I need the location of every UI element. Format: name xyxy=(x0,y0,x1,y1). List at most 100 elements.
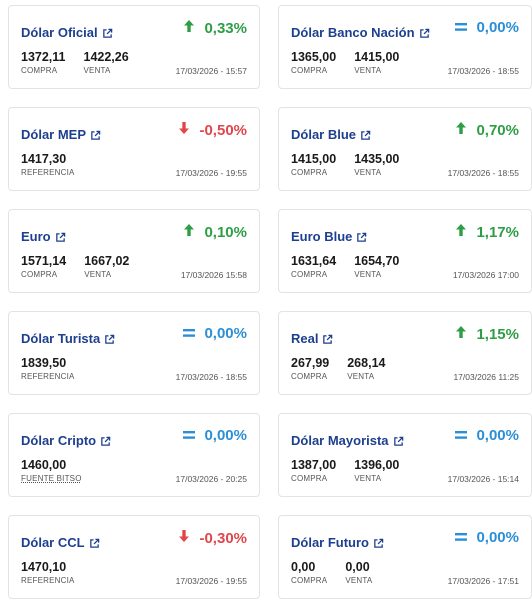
quote-value: 1667,02 VENTA xyxy=(84,254,129,279)
external-link-icon[interactable] xyxy=(393,435,404,446)
quote-value: 1422,26 VENTA xyxy=(84,50,129,75)
quote-title: Dólar Banco Nación xyxy=(291,25,415,40)
quote-number: 268,14 xyxy=(347,356,386,370)
quote-timestamp: 17/03/2026 - 20:25 xyxy=(175,474,247,484)
variation-value: -0,50% xyxy=(199,121,247,139)
quote-timestamp: 17/03/2026 - 18:55 xyxy=(447,66,519,76)
variation: 1,17% xyxy=(455,223,519,241)
variation-value: 0,10% xyxy=(204,223,247,241)
quote-card[interactable]: Dólar Futuro 0,00% 0,00 COMPRA 0,00 VENTA 17/0… xyxy=(278,515,532,599)
quote-title-link-dolar-mep[interactable]: Dólar MEP xyxy=(21,127,101,142)
quote-number: 1571,14 xyxy=(21,254,67,268)
quote-title-link-dolar-blue[interactable]: Dólar Blue xyxy=(291,127,371,142)
quote-title: Dólar Blue xyxy=(291,127,357,142)
quote-card[interactable]: Dólar CCL -0,30% 1470,10 REFERENCIA 17/03/20… xyxy=(8,515,260,599)
quote-value: 1839,50 REFERENCIA xyxy=(21,356,75,381)
quote-value: 1460,00 FUENTE BITSO xyxy=(21,458,82,483)
quote-value: 1415,00 COMPRA xyxy=(291,152,336,177)
quote-value: 1387,00 COMPRA xyxy=(291,458,336,483)
quote-number: 1667,02 xyxy=(84,254,130,268)
variation: 0,00% xyxy=(183,427,247,444)
arrow-down-icon xyxy=(178,529,190,547)
quote-values: 1417,30 REFERENCIA xyxy=(21,152,75,177)
quote-value: 1631,64 COMPRA xyxy=(291,254,336,279)
quote-values: 1365,00 COMPRA 1415,00 VENTA xyxy=(291,50,399,75)
variation: -0,50% xyxy=(178,121,247,139)
quote-timestamp: 17/03/2026 - 18:55 xyxy=(175,372,247,382)
quote-title-link-dolar-turista[interactable]: Dólar Turista xyxy=(21,331,115,346)
quote-card[interactable]: Dólar Oficial 0,33% 1372,11 COMPRA 1422,26 VE… xyxy=(8,5,260,89)
quote-card[interactable]: Dólar MEP -0,50% 1417,30 REFERENCIA 17/03/20… xyxy=(8,107,260,191)
variation-value: 0,00% xyxy=(476,19,519,36)
quote-card[interactable]: Euro 0,10% 1571,14 COMPRA 1667,02 VENTA 17/03/… xyxy=(8,209,260,293)
quote-title-link-dolar-banco-nacion[interactable]: Dólar Banco Nación xyxy=(291,25,430,40)
quote-label: COMPRA xyxy=(291,66,328,75)
variation-value: 0,00% xyxy=(476,529,519,546)
arrow-up-icon xyxy=(455,121,467,139)
quote-label: COMPRA xyxy=(291,168,328,177)
external-link-icon[interactable] xyxy=(104,333,115,344)
external-link-icon[interactable] xyxy=(356,231,367,242)
quote-value: 1365,00 COMPRA xyxy=(291,50,336,75)
arrow-down-icon xyxy=(178,121,190,139)
quote-title-link-dolar-mayorista[interactable]: Dólar Mayorista xyxy=(291,433,404,448)
quote-title-link-euro-blue[interactable]: Euro Blue xyxy=(291,229,367,244)
quote-title: Euro Blue xyxy=(291,229,353,244)
quote-value: 1372,11 COMPRA xyxy=(21,50,66,75)
quote-values: 0,00 COMPRA 0,00 VENTA xyxy=(291,560,372,585)
arrow-up-icon xyxy=(183,223,195,241)
quote-title: Dólar Oficial xyxy=(21,25,98,40)
quote-number: 1631,64 xyxy=(291,254,337,268)
quote-card[interactable]: Dólar Banco Nación 0,00% 1365,00 COMPRA 1415… xyxy=(278,5,532,89)
quote-value: 1435,00 VENTA xyxy=(354,152,399,177)
quote-title: Dólar CCL xyxy=(21,535,85,550)
quote-number: 0,00 xyxy=(345,560,370,574)
external-link-icon[interactable] xyxy=(100,435,111,446)
quote-label: REFERENCIA xyxy=(21,372,75,381)
variation: 0,00% xyxy=(455,529,519,546)
source-link[interactable]: FUENTE BITSO xyxy=(21,474,82,483)
external-link-icon[interactable] xyxy=(360,129,371,140)
quote-number: 1422,26 xyxy=(83,50,129,64)
external-link-icon[interactable] xyxy=(419,27,430,38)
quote-card[interactable]: Dólar Mayorista 0,00% 1387,00 COMPRA 1396,00… xyxy=(278,413,532,497)
variation-value: 0,70% xyxy=(476,121,519,139)
quote-value: 0,00 COMPRA xyxy=(291,560,327,585)
quote-title-link-dolar-cripto[interactable]: Dólar Cripto xyxy=(21,433,111,448)
external-link-icon[interactable] xyxy=(102,27,113,38)
quote-title-link-dolar-futuro[interactable]: Dólar Futuro xyxy=(291,535,384,550)
quote-label: REFERENCIA xyxy=(21,576,75,585)
quote-card[interactable]: Dólar Cripto 0,00% 1460,00 FUENTE BITSO 17/0… xyxy=(8,413,260,497)
quote-label: COMPRA xyxy=(291,372,328,381)
quote-label: VENTA xyxy=(354,66,382,75)
external-link-icon[interactable] xyxy=(90,129,101,140)
quote-label: VENTA xyxy=(83,66,111,75)
quote-title-link-dolar-ccl[interactable]: Dólar CCL xyxy=(21,535,100,550)
external-link-icon[interactable] xyxy=(89,537,100,548)
quote-timestamp: 17/03/2026 11:25 xyxy=(453,372,519,382)
quote-timestamp: 17/03/2026 - 17:51 xyxy=(447,576,519,586)
quote-number: 1417,30 xyxy=(21,152,67,166)
quote-title-link-dolar-oficial[interactable]: Dólar Oficial xyxy=(21,25,113,40)
quote-card[interactable]: Euro Blue 1,17% 1631,64 COMPRA 1654,70 VENTA 1… xyxy=(278,209,532,293)
equal-icon xyxy=(183,427,196,444)
variation: 1,15% xyxy=(455,325,519,343)
quote-card[interactable]: Dólar Blue 0,70% 1415,00 COMPRA 1435,00 VENTA… xyxy=(278,107,532,191)
quote-card[interactable]: Real 1,15% 267,99 COMPRA 268,14 VENTA 17/03/20… xyxy=(278,311,532,395)
quote-number: 1470,10 xyxy=(21,560,67,574)
quote-value: 1417,30 REFERENCIA xyxy=(21,152,75,177)
arrow-up-icon xyxy=(183,19,195,37)
quote-title-link-real[interactable]: Real xyxy=(291,331,333,346)
quote-title-link-euro[interactable]: Euro xyxy=(21,229,66,244)
arrow-up-icon xyxy=(455,223,467,241)
variation-value: 1,17% xyxy=(476,223,519,241)
external-link-icon[interactable] xyxy=(373,537,384,548)
quote-title: Dólar Mayorista xyxy=(291,433,389,448)
quote-number: 1415,00 xyxy=(354,50,400,64)
quote-card[interactable]: Dólar Turista 0,00% 1839,50 REFERENCIA 17/03… xyxy=(8,311,260,395)
variation: 0,70% xyxy=(455,121,519,139)
external-link-icon[interactable] xyxy=(322,333,333,344)
variation: 0,00% xyxy=(455,427,519,444)
variation: 0,33% xyxy=(183,19,247,37)
external-link-icon[interactable] xyxy=(55,231,66,242)
